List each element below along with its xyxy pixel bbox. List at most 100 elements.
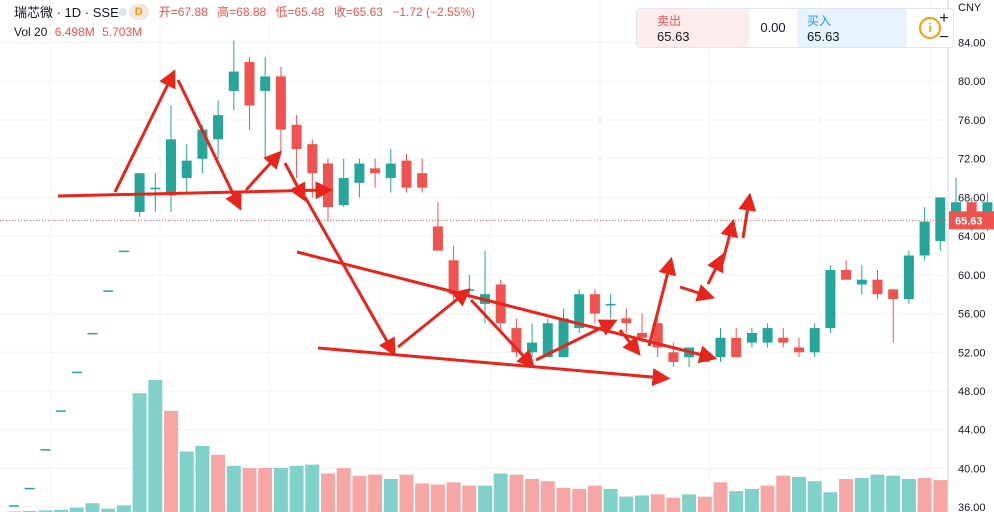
volume-bar (697, 496, 712, 512)
annotation-arrow (706, 253, 724, 285)
volume-bar (22, 510, 37, 512)
candle-body (762, 328, 773, 343)
volume-bar (854, 477, 869, 512)
y-tick-label: 52.00 (958, 347, 986, 359)
zoom-out-button[interactable]: − (939, 29, 949, 46)
high-value: 高=68.88 (217, 5, 267, 19)
sell-button[interactable]: 卖出 65.63 (637, 9, 749, 47)
volume-bar (148, 380, 163, 512)
buy-label: 买入 (807, 14, 832, 28)
volume-bar (132, 393, 147, 512)
volume-bar (917, 477, 932, 512)
volume-bar (839, 479, 854, 512)
volume-bar (540, 481, 555, 512)
y-tick-label: 80.00 (958, 76, 986, 88)
annotation-arrow (317, 346, 671, 387)
candle-body (40, 449, 51, 451)
volume-bar (587, 485, 602, 512)
volume-bar (54, 509, 69, 512)
volume-bar (85, 503, 100, 512)
annotation-arrow (397, 288, 471, 349)
candle-body (24, 487, 35, 490)
annotation-arrow (244, 150, 283, 192)
volume-bar (415, 483, 430, 512)
y-tick-label: 64.00 (958, 231, 986, 243)
volume-bar (478, 485, 492, 512)
sell-price: 65.63 (657, 29, 690, 44)
volume-bar (116, 505, 131, 512)
candle-body (527, 342, 538, 353)
candle-body (260, 76, 271, 91)
volume-bar (901, 479, 916, 512)
annotation-arrow (303, 196, 396, 357)
volume-bar (933, 480, 948, 512)
candle-body (935, 197, 946, 241)
volume-bar (823, 492, 838, 512)
volume-bar (352, 475, 367, 512)
volume-bar (744, 488, 759, 512)
candle-body (87, 332, 98, 335)
volume-bar (870, 474, 885, 512)
symbol-name[interactable]: 瑞芯微 · 1D · SSE (14, 5, 119, 20)
candle-body (511, 328, 522, 353)
volume-bar (713, 482, 728, 512)
volume-bar (383, 479, 398, 512)
volume-bar (179, 451, 194, 512)
y-tick-label: 40.00 (958, 463, 986, 475)
candle-body (856, 279, 867, 285)
close-value: 收=65.63 (333, 5, 383, 19)
volume-bar (635, 495, 649, 512)
annotation-arrow (469, 298, 536, 369)
candle-body (354, 163, 365, 183)
candle-body (715, 337, 726, 358)
candle-body (166, 139, 176, 196)
volume-bar (164, 410, 178, 512)
volume-bar (792, 476, 806, 512)
candle-body (872, 279, 883, 295)
y-tick-label: 48.00 (958, 386, 986, 398)
candle-body (903, 255, 914, 300)
annotation-arrow (535, 319, 618, 362)
annotation-arrow (618, 329, 641, 356)
candle-body (464, 289, 475, 291)
volume-bar (430, 484, 445, 512)
y-tick-label: 44.00 (958, 425, 986, 437)
candle-body (652, 323, 663, 348)
candle-body (605, 303, 616, 306)
candle-body (338, 178, 349, 206)
buy-button[interactable]: 买入 65.63 (797, 9, 907, 47)
volume-bar (572, 488, 587, 512)
candle-body (574, 294, 585, 329)
info-button[interactable]: i (907, 9, 953, 47)
volume-bar (666, 497, 681, 512)
candle-body (150, 187, 161, 190)
currency-label: CNY (958, 2, 982, 14)
candle-body (668, 352, 679, 362)
annotation-arrow (647, 256, 677, 347)
volume-ma-value: 5.703M (102, 25, 143, 39)
volume-bar (242, 468, 257, 512)
candle-body (841, 270, 852, 280)
volume-bar (619, 496, 634, 512)
candle-body (637, 332, 647, 338)
candle-body (794, 347, 804, 353)
volume-bar (226, 465, 241, 512)
candle-body (71, 371, 82, 374)
volume-bar (682, 494, 697, 512)
volume-bar (336, 468, 351, 512)
volume-bar (509, 474, 524, 512)
candle-body (103, 290, 114, 292)
annotation-arrow (283, 162, 306, 202)
volume-bar (101, 508, 116, 512)
candle-body (417, 173, 428, 188)
candle-body (919, 221, 930, 256)
zoom-in-button[interactable]: + (939, 10, 949, 27)
candle-body (307, 144, 318, 174)
sell-label: 卖出 (657, 14, 682, 28)
annotation-arrow (113, 69, 176, 193)
candle-body (621, 318, 632, 324)
volume-bar (462, 485, 477, 512)
candle-body (888, 289, 899, 300)
